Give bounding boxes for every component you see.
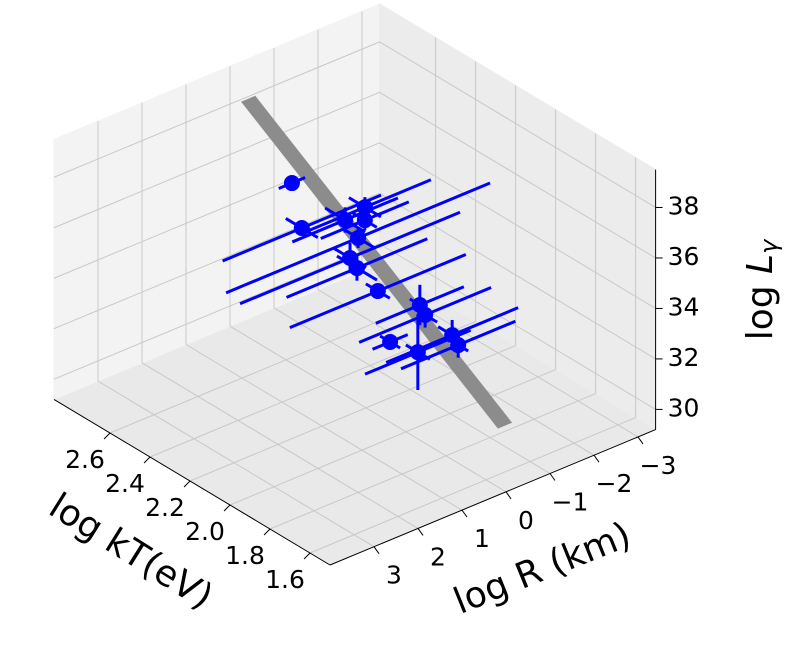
grid-line [53, 41, 380, 178]
x-tick-label: 1.8 [225, 541, 265, 570]
x-tick [183, 480, 191, 488]
grid-line [185, 344, 463, 511]
data-point [409, 344, 426, 361]
grid-line [379, 192, 656, 360]
data-point [369, 283, 386, 300]
z-tick-label: 34 [668, 292, 700, 321]
data-point [342, 250, 359, 267]
x-tick [303, 552, 311, 560]
x-tick [103, 432, 111, 440]
grid-line [309, 417, 636, 554]
z-axis-label-part: γ [755, 238, 783, 254]
grid-line [97, 380, 375, 548]
z-tick-label: 32 [668, 343, 700, 372]
grid [53, 11, 656, 554]
y-tick [593, 454, 600, 463]
y-tick [461, 509, 468, 518]
x-tick-label: 2.2 [145, 493, 185, 522]
data-point [350, 229, 367, 246]
z-axis-label-part: log [740, 274, 781, 340]
y-tick [637, 436, 644, 445]
y-tick [417, 528, 424, 536]
y-tick [373, 546, 380, 554]
grid-line [141, 362, 419, 529]
grid-line [229, 325, 507, 493]
marks [222, 95, 519, 429]
y-tick-label: −1 [552, 488, 589, 517]
data-point [293, 220, 310, 237]
y-tick [549, 473, 556, 481]
z-axis-label-part: L [740, 254, 781, 274]
y-tick-label: −3 [640, 451, 677, 480]
data-point [450, 337, 467, 354]
grid-line [53, 243, 380, 380]
data-point [356, 212, 373, 229]
grid-line [53, 91, 380, 229]
data-point [283, 175, 300, 192]
y-tick-label: 0 [518, 506, 534, 535]
x-tick [263, 528, 271, 536]
grid-line [53, 142, 380, 279]
x-axis-label: log kT(eV) [42, 486, 220, 618]
data-point [382, 333, 399, 350]
data-point [417, 306, 434, 323]
y-tick-label: 1 [474, 524, 490, 553]
panes [52, 3, 657, 566]
grid-line [53, 192, 380, 330]
x-tick-label: 2.6 [65, 445, 105, 474]
z-axis-label: log Lγ [740, 238, 783, 340]
grid-line [273, 307, 551, 474]
x-axis-line [53, 398, 331, 566]
grid-line [149, 321, 476, 458]
grid-line [269, 393, 596, 530]
x-tick [223, 504, 231, 512]
z-tick-label: 30 [668, 393, 700, 422]
y-tick-label: 3 [386, 561, 402, 590]
z-tick-label: 36 [668, 242, 700, 271]
grid-line [379, 41, 656, 208]
x-tick-label: 2.0 [185, 517, 225, 546]
x-tick [143, 456, 151, 464]
grid-line [379, 142, 656, 309]
grid-line [379, 91, 656, 259]
data-point [356, 199, 373, 216]
data-point [337, 211, 354, 228]
y-tick-label: 2 [430, 542, 446, 571]
y-axis-line [329, 429, 656, 566]
y-tick-label: −2 [596, 469, 633, 498]
x-tick-label: 2.4 [105, 469, 145, 498]
y-tick [505, 491, 512, 500]
grid-line [229, 369, 556, 506]
x-tick-label: 1.6 [265, 565, 305, 594]
z-tick-label: 38 [668, 191, 700, 220]
